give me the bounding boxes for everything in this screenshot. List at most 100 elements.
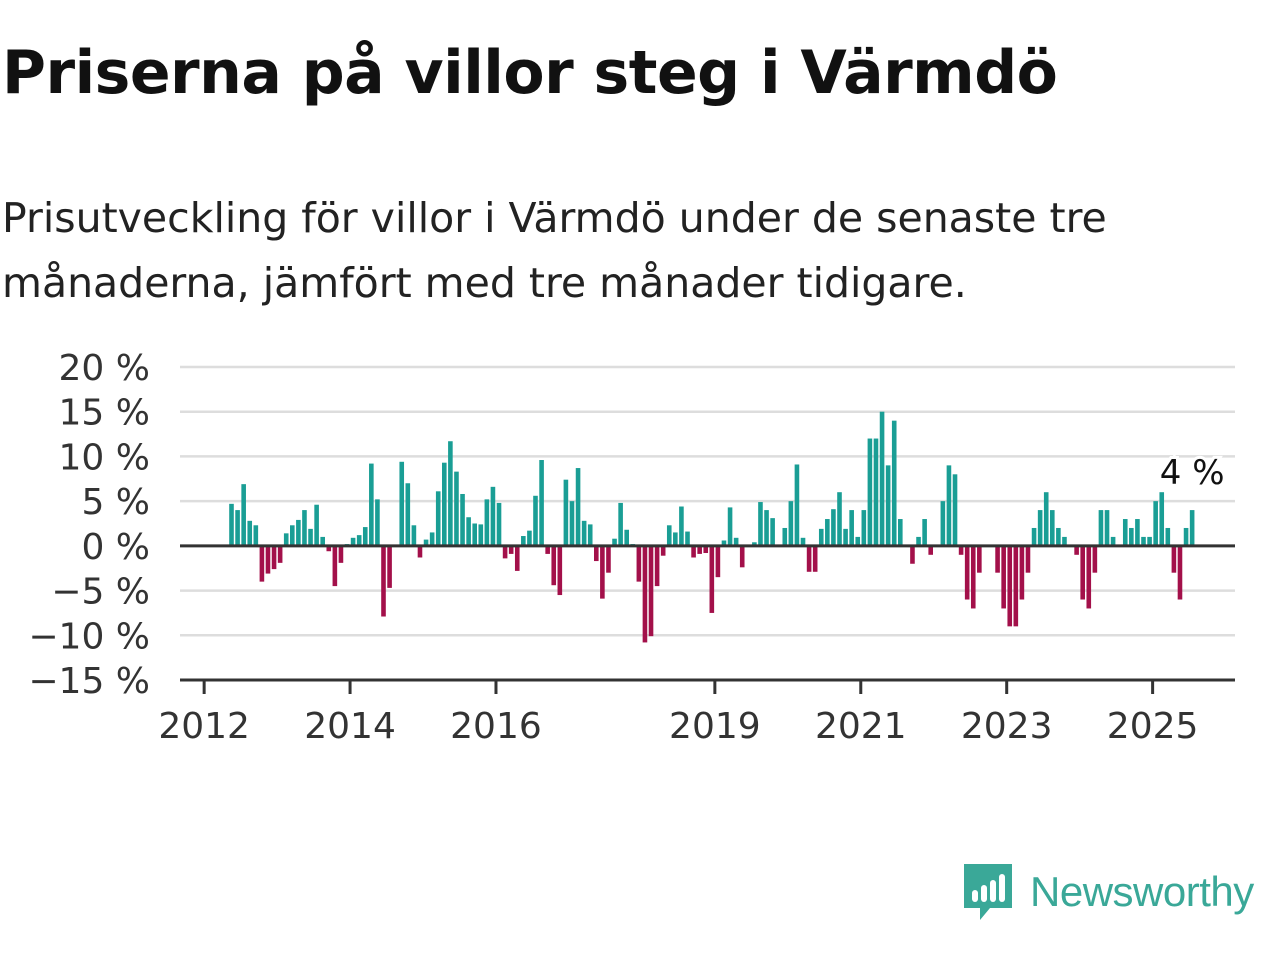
x-tick-label: 2016 [450, 706, 542, 747]
bar [1037, 510, 1043, 546]
bar [788, 501, 794, 546]
bar [1013, 545, 1019, 627]
bar [964, 545, 970, 600]
bar [879, 411, 885, 546]
bar [356, 535, 362, 546]
bar [861, 510, 867, 546]
bar [1025, 545, 1031, 573]
bar [1074, 545, 1079, 555]
bar [1177, 545, 1183, 600]
bar [575, 468, 581, 546]
bar [587, 524, 593, 546]
bar [770, 518, 775, 546]
bar [296, 519, 301, 546]
bar [606, 545, 611, 573]
bar [940, 501, 946, 546]
bar [466, 517, 471, 546]
bar [691, 545, 696, 558]
bar [514, 545, 520, 571]
x-tick-label: 2023 [961, 706, 1053, 747]
bar [551, 545, 557, 586]
bar [812, 545, 818, 572]
bar [660, 545, 666, 556]
bar [350, 537, 356, 546]
bar [782, 527, 788, 546]
bar [308, 528, 313, 546]
bar [399, 461, 405, 546]
y-tick-label: 20 % [59, 348, 150, 389]
bar [721, 540, 727, 546]
bar [1031, 527, 1037, 546]
bar [271, 545, 277, 570]
x-tick-label: 2012 [158, 706, 250, 747]
bar [259, 545, 265, 582]
bar [1153, 501, 1158, 546]
bar [1062, 536, 1067, 546]
bar [411, 525, 417, 546]
bar [229, 503, 234, 546]
bar [1098, 510, 1104, 546]
bar [910, 545, 915, 564]
y-tick-label: 15 % [59, 393, 150, 434]
bar [794, 464, 800, 546]
bar [362, 527, 368, 546]
bar [922, 519, 927, 546]
bar [709, 545, 715, 613]
bar [369, 463, 374, 546]
axes [180, 544, 1235, 682]
bar [891, 420, 897, 546]
bar [1092, 545, 1098, 573]
bar [1165, 527, 1171, 546]
bar [715, 545, 721, 578]
bar [435, 491, 441, 546]
bar [898, 519, 903, 546]
bar [636, 545, 642, 582]
bar [977, 545, 982, 573]
bar [1019, 545, 1025, 600]
y-tick-label: −5 % [51, 572, 150, 613]
bar [1110, 536, 1116, 546]
bar [314, 504, 319, 546]
bar [697, 545, 702, 554]
bar [381, 545, 386, 617]
bar [375, 499, 380, 546]
bar [624, 529, 629, 546]
bar [326, 545, 332, 552]
bar [527, 530, 532, 546]
bar [283, 533, 289, 546]
bar [679, 506, 684, 546]
bar [265, 545, 271, 574]
bar [703, 545, 709, 554]
bar [302, 510, 307, 546]
bar [952, 474, 958, 546]
brand-name: Newsworthy [1030, 868, 1254, 915]
bar [423, 539, 429, 546]
bar [1147, 536, 1152, 546]
bar [241, 484, 246, 546]
bar [1007, 545, 1013, 627]
bar [831, 509, 836, 546]
bar [1086, 545, 1092, 609]
bar [290, 525, 295, 546]
bar [764, 510, 769, 546]
bar [1183, 527, 1189, 546]
bar [849, 510, 854, 546]
bar [916, 536, 921, 546]
bar [612, 538, 617, 546]
bar [490, 486, 496, 546]
bar [429, 532, 435, 546]
x-tick-label: 2019 [669, 706, 761, 747]
bar [873, 438, 879, 546]
bar [648, 545, 654, 637]
bar [1104, 510, 1110, 546]
bar [581, 520, 587, 546]
bar [442, 462, 447, 546]
bar [800, 537, 806, 546]
bar [253, 525, 259, 546]
bar [1056, 527, 1061, 546]
bar [825, 519, 830, 546]
bar [837, 492, 842, 546]
y-tick-label: −15 % [28, 661, 150, 702]
bar [472, 523, 477, 546]
bar [533, 495, 538, 546]
